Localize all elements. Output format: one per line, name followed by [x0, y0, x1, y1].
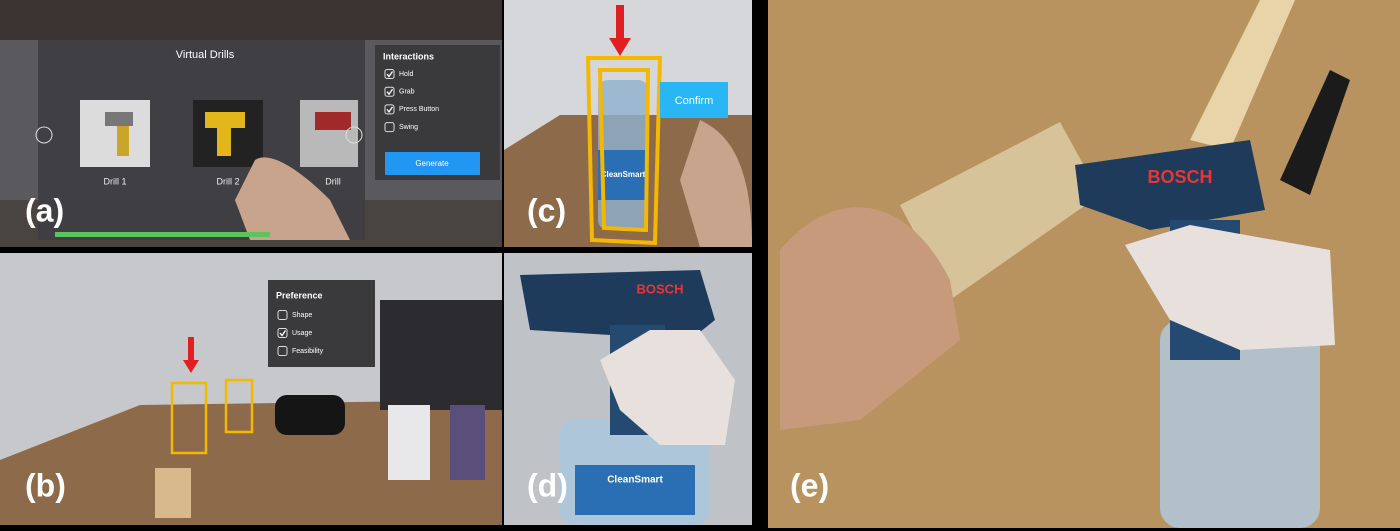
drill-icon	[205, 112, 245, 128]
item-label: Drill	[325, 176, 341, 186]
hand	[780, 207, 960, 430]
shelf	[380, 300, 502, 410]
ceiling	[0, 0, 502, 40]
checkbox[interactable]	[384, 86, 395, 97]
checkmark	[386, 106, 394, 113]
table	[0, 400, 502, 525]
option-label: Press Button	[399, 106, 439, 113]
panel-a: Virtual Drills Drill 1 Drill 2 Drill Int…	[0, 0, 502, 247]
hand	[680, 120, 752, 247]
generate-button[interactable]	[385, 152, 480, 175]
checkbox[interactable]	[277, 346, 288, 356]
bounding-box	[224, 378, 254, 434]
bag	[275, 395, 345, 435]
item-label: Drill 2	[216, 176, 239, 186]
panel-d: CleanSmart BOSCH (d)	[504, 253, 752, 525]
brand-text: BOSCH	[1147, 167, 1212, 187]
virtual-hand	[600, 330, 735, 445]
checkbox[interactable]	[384, 104, 395, 115]
option-label: Shape	[292, 312, 312, 319]
progress-bar	[55, 232, 270, 237]
brand-text: BOSCH	[637, 281, 684, 296]
drill-icon	[315, 112, 351, 130]
drill-icon	[117, 126, 129, 156]
checkmark	[386, 71, 394, 78]
next-arrow[interactable]	[345, 126, 363, 144]
bounding-box	[585, 56, 663, 246]
preference-menu	[268, 280, 375, 367]
drill-thumb[interactable]	[300, 100, 358, 167]
drill-icon	[105, 112, 133, 126]
checkbox[interactable]	[277, 328, 288, 338]
panel-label: (c)	[527, 192, 566, 228]
arrow	[183, 337, 199, 373]
drill-thumb[interactable]	[80, 100, 150, 167]
bottle	[1160, 320, 1320, 528]
hammer-handle	[1190, 0, 1295, 150]
panel-label: (b)	[25, 467, 66, 503]
bottle	[450, 405, 485, 480]
menu-options: Hold Grab Press Button Swing	[384, 69, 439, 133]
panel-label: (a)	[25, 192, 64, 228]
arrow	[609, 5, 631, 56]
panel-e: BOSCH (e)	[768, 0, 1400, 528]
drill-body	[520, 270, 715, 340]
panel-title: Virtual Drills	[176, 49, 235, 61]
option-label: Feasibility	[292, 348, 324, 355]
drill-icon	[217, 128, 231, 156]
menu-title: Preference	[276, 290, 323, 300]
bottle-label	[575, 465, 695, 515]
checkmark	[386, 88, 394, 96]
checkbox[interactable]	[384, 69, 395, 79]
option-label: Grab	[399, 89, 415, 96]
option-label: Hold	[399, 71, 414, 78]
item-label: Drill 1	[103, 176, 126, 186]
confirm-button[interactable]	[660, 82, 728, 118]
bottle-label	[598, 150, 648, 200]
checkbox[interactable]	[384, 122, 395, 133]
checkmark	[279, 330, 287, 337]
bounding-box	[170, 381, 208, 455]
menu-title: Interactions	[383, 51, 434, 61]
box	[900, 122, 1100, 300]
screwdriver	[1280, 70, 1350, 195]
button-label: Confirm	[675, 95, 714, 107]
virtual-hand	[1125, 225, 1335, 350]
option-label: Swing	[399, 124, 418, 131]
carton	[388, 405, 430, 480]
panel-label: (d)	[527, 467, 568, 503]
box	[155, 468, 191, 518]
button-label: Generate	[415, 159, 449, 168]
panel-c: CleanSmart Confirm (c)	[504, 0, 752, 247]
menu-options: Shape Usage Feasibility	[277, 310, 324, 356]
option-label: Usage	[292, 330, 312, 337]
bottle-text: CleanSmart	[607, 475, 663, 486]
drill-body	[1075, 140, 1265, 230]
bottle-text: CleanSmart	[601, 170, 646, 179]
panel-label: (e)	[790, 467, 829, 503]
prev-arrow[interactable]	[35, 126, 53, 144]
panel-b: Preference Shape Usage Feasibility (b)	[0, 253, 502, 525]
checkbox[interactable]	[277, 310, 288, 320]
hand	[235, 157, 350, 240]
